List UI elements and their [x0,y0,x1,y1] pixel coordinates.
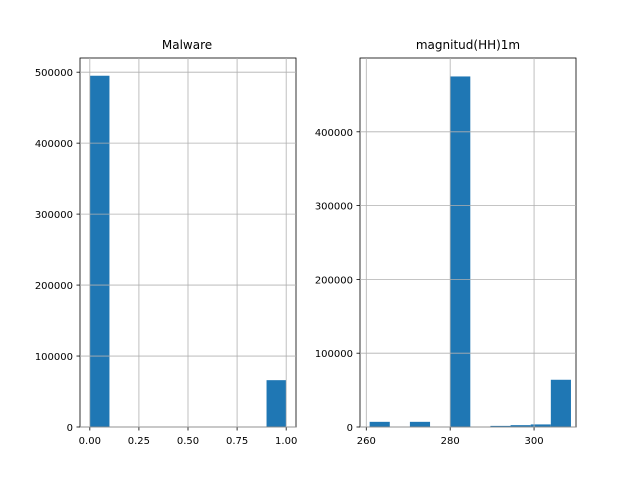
histogram-bar [490,425,511,427]
y-tick-label: 400000 [35,139,73,150]
y-tick-label: 300000 [315,202,353,213]
histogram-bar [510,425,531,427]
x-tick-label: 1.00 [275,436,297,447]
x-tick-label: 300 [525,436,544,447]
x-tick-label: 0.50 [177,436,199,447]
histogram-bar [450,76,471,427]
histogram-bar [266,380,287,427]
histogram-bar [89,75,110,427]
y-tick-label: 200000 [35,281,73,292]
histogram-magnitud: magnitud(HH)1m 260 280 300 0 100000 200000 300… [315,38,577,447]
histogram-bar [369,421,390,427]
y-tick-label: 400000 [315,128,353,139]
bars [89,75,287,427]
gridlines [360,58,576,428]
gridlines [80,58,296,428]
x-tick-label: 280 [441,436,460,447]
bars [369,76,571,427]
histogram-bar [550,379,571,427]
y-tick-label: 0 [67,423,73,434]
axes: 0.00 0.25 0.50 0.75 1.00 0 100000 200000 300000 4… [35,57,297,447]
y-tick-label: 200000 [315,275,353,286]
histogram-bar [530,424,551,427]
subplot-title-malware: Malware [162,38,212,52]
y-tick-label: 0 [347,423,353,434]
axes: 260 280 300 0 100000 200000 300000 400000 [315,57,577,447]
y-tick-label: 100000 [35,352,73,363]
y-tick-label: 300000 [35,210,73,221]
y-tick-label: 100000 [315,349,353,360]
x-tick-label: 0.00 [79,436,101,447]
histogram-bar [409,421,431,427]
x-tick-label: 260 [357,436,376,447]
x-tick-label: 0.25 [128,436,150,447]
y-tick-label: 500000 [35,68,73,79]
histogram-malware: Malware 0.00 0.25 0.50 0.75 1.00 0 100000 20000… [35,38,298,447]
x-tick-label: 0.75 [226,436,248,447]
subplot-title-magnitud: magnitud(HH)1m [416,38,520,52]
